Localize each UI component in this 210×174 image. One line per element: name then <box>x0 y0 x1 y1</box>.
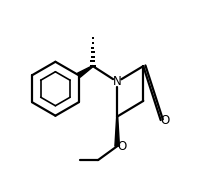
Polygon shape <box>115 117 119 146</box>
Text: O: O <box>117 140 126 153</box>
Polygon shape <box>77 66 93 77</box>
Text: N: N <box>113 75 122 88</box>
Text: O: O <box>160 114 169 126</box>
